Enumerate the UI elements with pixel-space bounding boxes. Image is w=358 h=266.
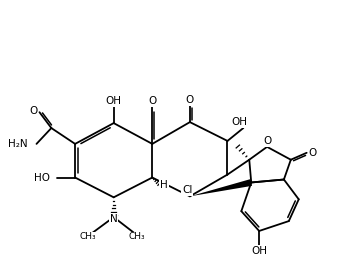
Text: OH: OH	[231, 117, 247, 127]
Polygon shape	[190, 179, 252, 196]
Text: N: N	[110, 214, 117, 224]
Text: H₂N: H₂N	[8, 139, 28, 149]
Text: HO: HO	[34, 173, 50, 182]
Text: O: O	[309, 148, 317, 158]
Text: OH: OH	[106, 96, 122, 106]
Text: O: O	[186, 95, 194, 105]
Text: CH₃: CH₃	[128, 232, 145, 242]
Text: OH: OH	[251, 246, 267, 256]
Text: H: H	[160, 180, 168, 190]
Text: O: O	[148, 96, 156, 106]
Text: O: O	[263, 136, 271, 146]
Text: CH₃: CH₃	[79, 232, 96, 242]
Text: Cl: Cl	[182, 185, 192, 196]
Text: O: O	[29, 106, 38, 116]
